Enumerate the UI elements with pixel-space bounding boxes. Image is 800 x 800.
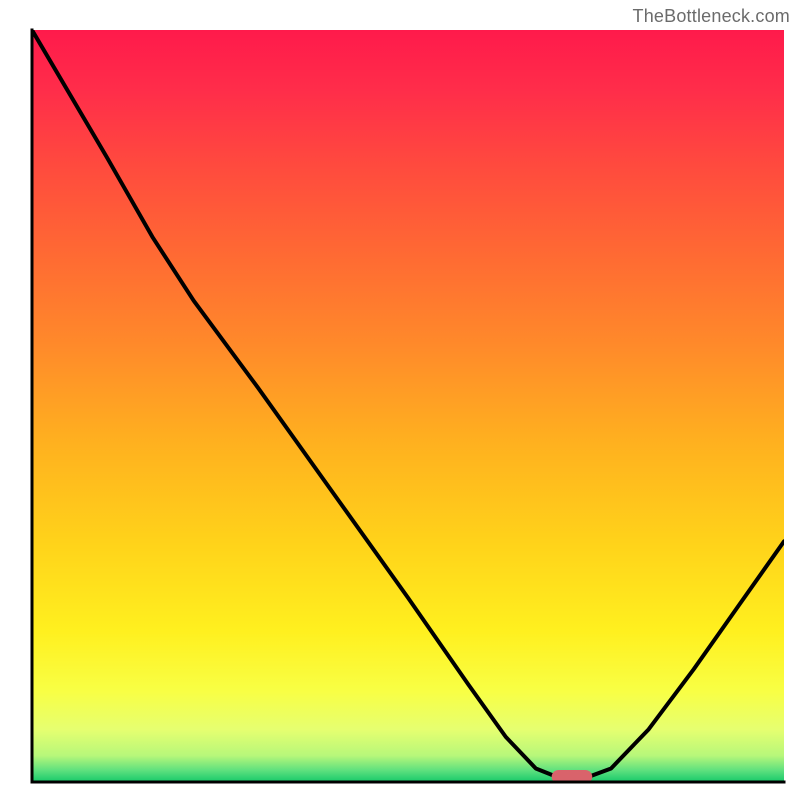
watermark-text: TheBottleneck.com (633, 6, 790, 27)
chart-root: TheBottleneck.com (0, 0, 800, 800)
chart-svg (0, 0, 800, 800)
plot-background (32, 30, 784, 782)
